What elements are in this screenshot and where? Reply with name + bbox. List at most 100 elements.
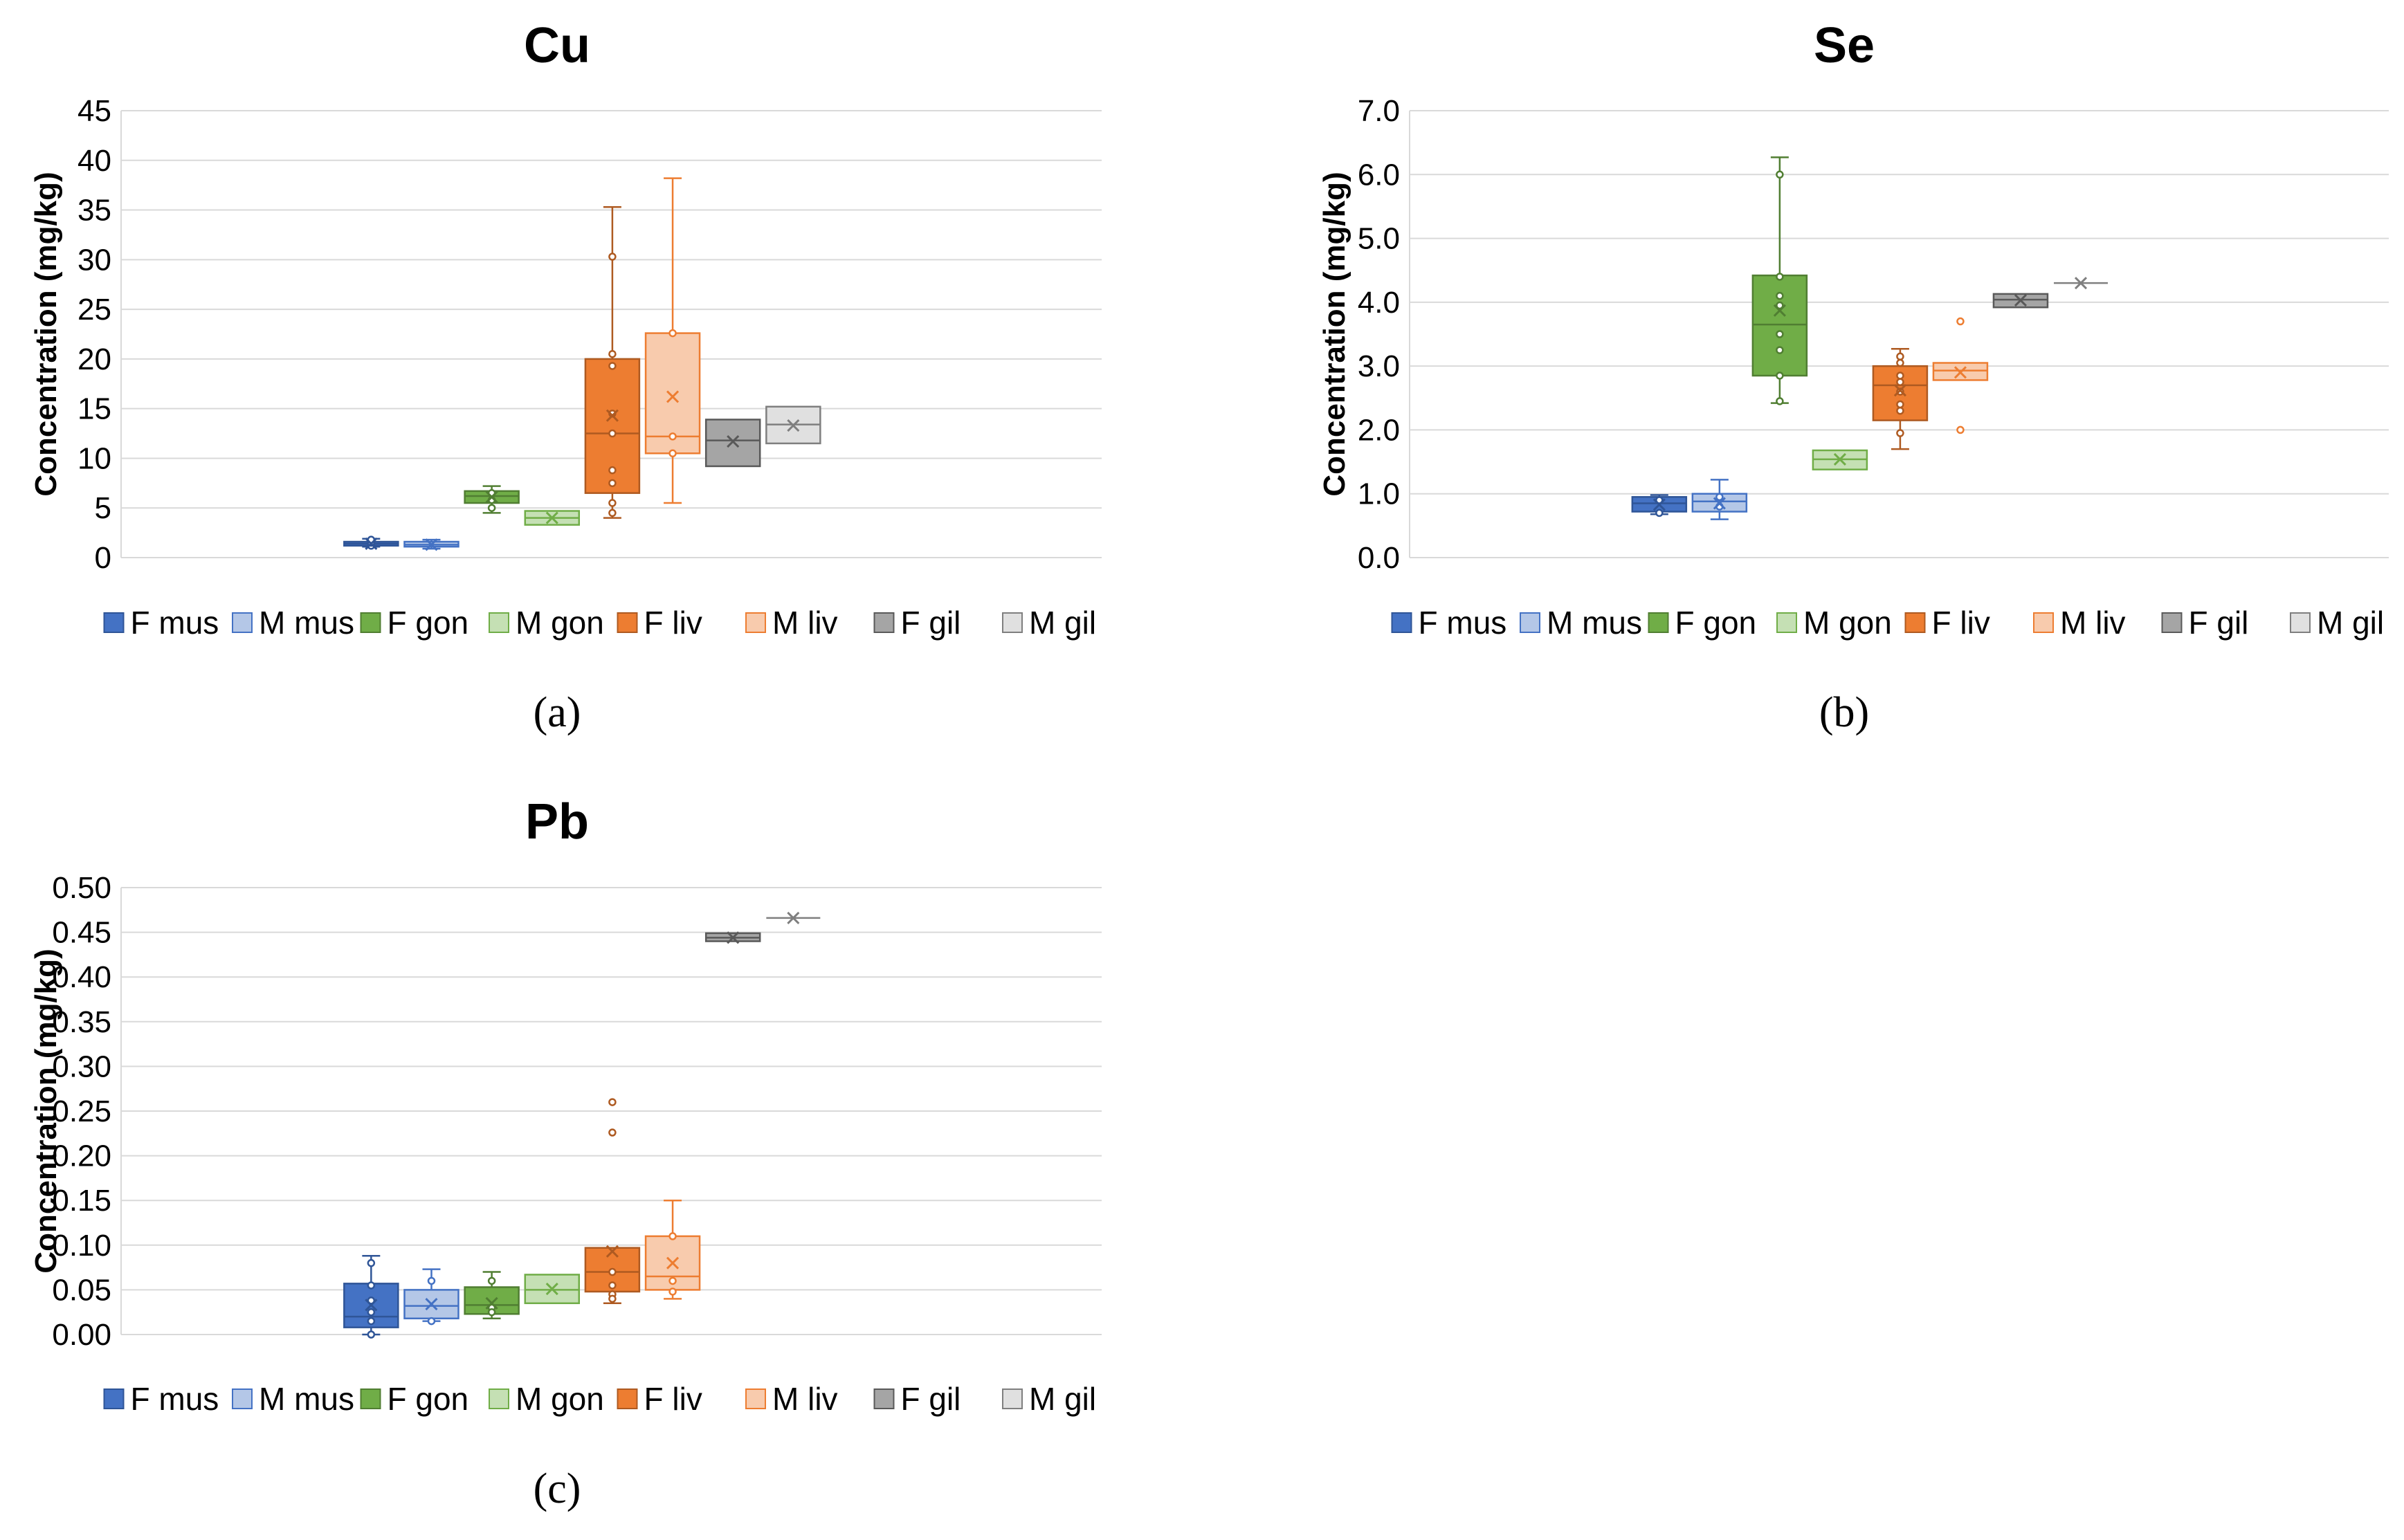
mean-marker [2074, 277, 2088, 290]
legend-label: M liv [772, 605, 838, 641]
legend-item-m-gon: M gon [489, 605, 604, 641]
mean-marker-stroke [2014, 294, 2028, 307]
data-point [487, 504, 496, 512]
data-point [367, 1317, 376, 1326]
data-point [608, 1267, 617, 1276]
mean-marker [365, 537, 378, 550]
legend-label: M liv [2060, 605, 2126, 641]
legend-label: F gon [1675, 605, 1757, 641]
data-point [1896, 358, 1904, 367]
legend-item-f-liv: F liv [617, 1381, 702, 1417]
data-point [1776, 372, 1784, 380]
y-tick-label: 0.30 [52, 1049, 111, 1083]
box-m-liv [644, 177, 701, 504]
box-m-liv [644, 1199, 701, 1300]
mean-marker-stroke [727, 931, 740, 944]
mean-marker [666, 390, 680, 403]
mean-marker-stroke [485, 1296, 498, 1310]
y-tick-label: 0.35 [52, 1005, 111, 1039]
mean-marker-stroke [365, 1299, 378, 1312]
box-f-gon [464, 1271, 520, 1319]
legend-item-m-gil: M gil [1002, 605, 1096, 641]
y-tick-label: 7.0 [1358, 94, 1400, 128]
box-m-mus [1691, 479, 1748, 520]
y-axis-title: Concentration (mg/kg) [1318, 172, 1351, 496]
box-iqr [704, 419, 761, 468]
data-point [367, 1281, 376, 1290]
legend-swatch [1391, 612, 1412, 633]
legend-swatch [1002, 1388, 1023, 1409]
legend-swatch [1904, 612, 1926, 633]
legend-item-f-gon: F gon [360, 1381, 468, 1417]
data-point [427, 1317, 436, 1326]
data-point [608, 349, 617, 358]
box-f-liv [584, 205, 641, 519]
data-point [608, 253, 617, 261]
box-f-gil [1992, 293, 2049, 309]
y-tick-label: 0.20 [52, 1139, 111, 1173]
box-m-mus [403, 1268, 459, 1326]
legend-item-m-liv: M liv [2033, 605, 2126, 641]
box-f-gon [1751, 156, 1808, 405]
mean-marker [605, 1245, 619, 1258]
data-point [1896, 378, 1904, 386]
mean-marker-stroke [1893, 384, 1906, 397]
mean-marker [485, 491, 498, 504]
mean-marker [425, 1298, 438, 1311]
data-point [1896, 429, 1904, 437]
data-point [668, 1287, 677, 1296]
mean-marker-stroke [1713, 497, 1726, 510]
mean-marker [545, 511, 558, 524]
legend-item-m-mus: M mus [232, 605, 354, 641]
mean-marker [787, 911, 800, 924]
data-point [1956, 425, 1965, 434]
legend-label: M gil [1029, 605, 1096, 641]
legend-swatch [745, 1388, 766, 1409]
mean-marker-stroke [545, 1283, 558, 1296]
legend-item-f-gon: F gon [1648, 605, 1757, 641]
legend: F mus M mus F gon M gon F liv M liv F gil M gil [103, 1381, 1096, 1417]
legend-swatch [2290, 612, 2311, 633]
y-tick-label: 6.0 [1358, 158, 1400, 192]
y-tick-label: 2.0 [1358, 413, 1400, 447]
mean-marker-stroke [1773, 304, 1786, 317]
legend-item-m-gon: M gon [1776, 605, 1892, 641]
legend-item-f-gil: F gil [873, 1381, 961, 1417]
y-tick-label: 0.0 [1358, 541, 1400, 575]
data-point [427, 1276, 436, 1285]
data-point [668, 329, 677, 338]
legend-swatch [360, 1388, 381, 1409]
legend-item-m-liv: M liv [745, 605, 838, 641]
mean-marker-stroke [425, 538, 438, 551]
mean-marker [365, 1299, 378, 1312]
legend-swatch [103, 612, 125, 633]
y-tick-label: 40 [78, 144, 111, 178]
y-tick-label: 0.15 [52, 1184, 111, 1218]
legend-swatch [873, 1388, 895, 1409]
box-m-gon [1812, 449, 1868, 470]
data-point [1896, 352, 1904, 361]
chart-title: Se [1814, 18, 1875, 73]
y-tick-label: 10 [78, 441, 111, 475]
legend-label: F gil [901, 1381, 961, 1417]
data-point [1776, 330, 1784, 338]
legend-swatch [2033, 612, 2054, 633]
data-point [367, 1258, 376, 1267]
mean-marker [425, 538, 438, 551]
legend-label: M mus [1547, 605, 1642, 641]
legend-swatch [232, 1388, 253, 1409]
y-tick-label: 35 [78, 194, 111, 228]
box-m-liv [1932, 317, 1989, 434]
data-point [1655, 508, 1664, 517]
mean-marker-stroke [605, 409, 619, 422]
legend-label: M gil [1029, 1381, 1096, 1417]
mean-marker-stroke [1652, 498, 1666, 511]
mean-marker-stroke [605, 1245, 619, 1258]
legend-swatch [873, 612, 895, 633]
y-tick-label: 0.45 [52, 916, 111, 950]
chart-se: Se 0.0 1.0 2.0 3.0 4.0 5.0 6.0 7.0 Concentration … [1318, 18, 2389, 736]
mean-marker [2014, 294, 2028, 307]
mean-marker [727, 931, 740, 944]
legend-swatch [617, 612, 638, 633]
data-point [608, 429, 617, 438]
